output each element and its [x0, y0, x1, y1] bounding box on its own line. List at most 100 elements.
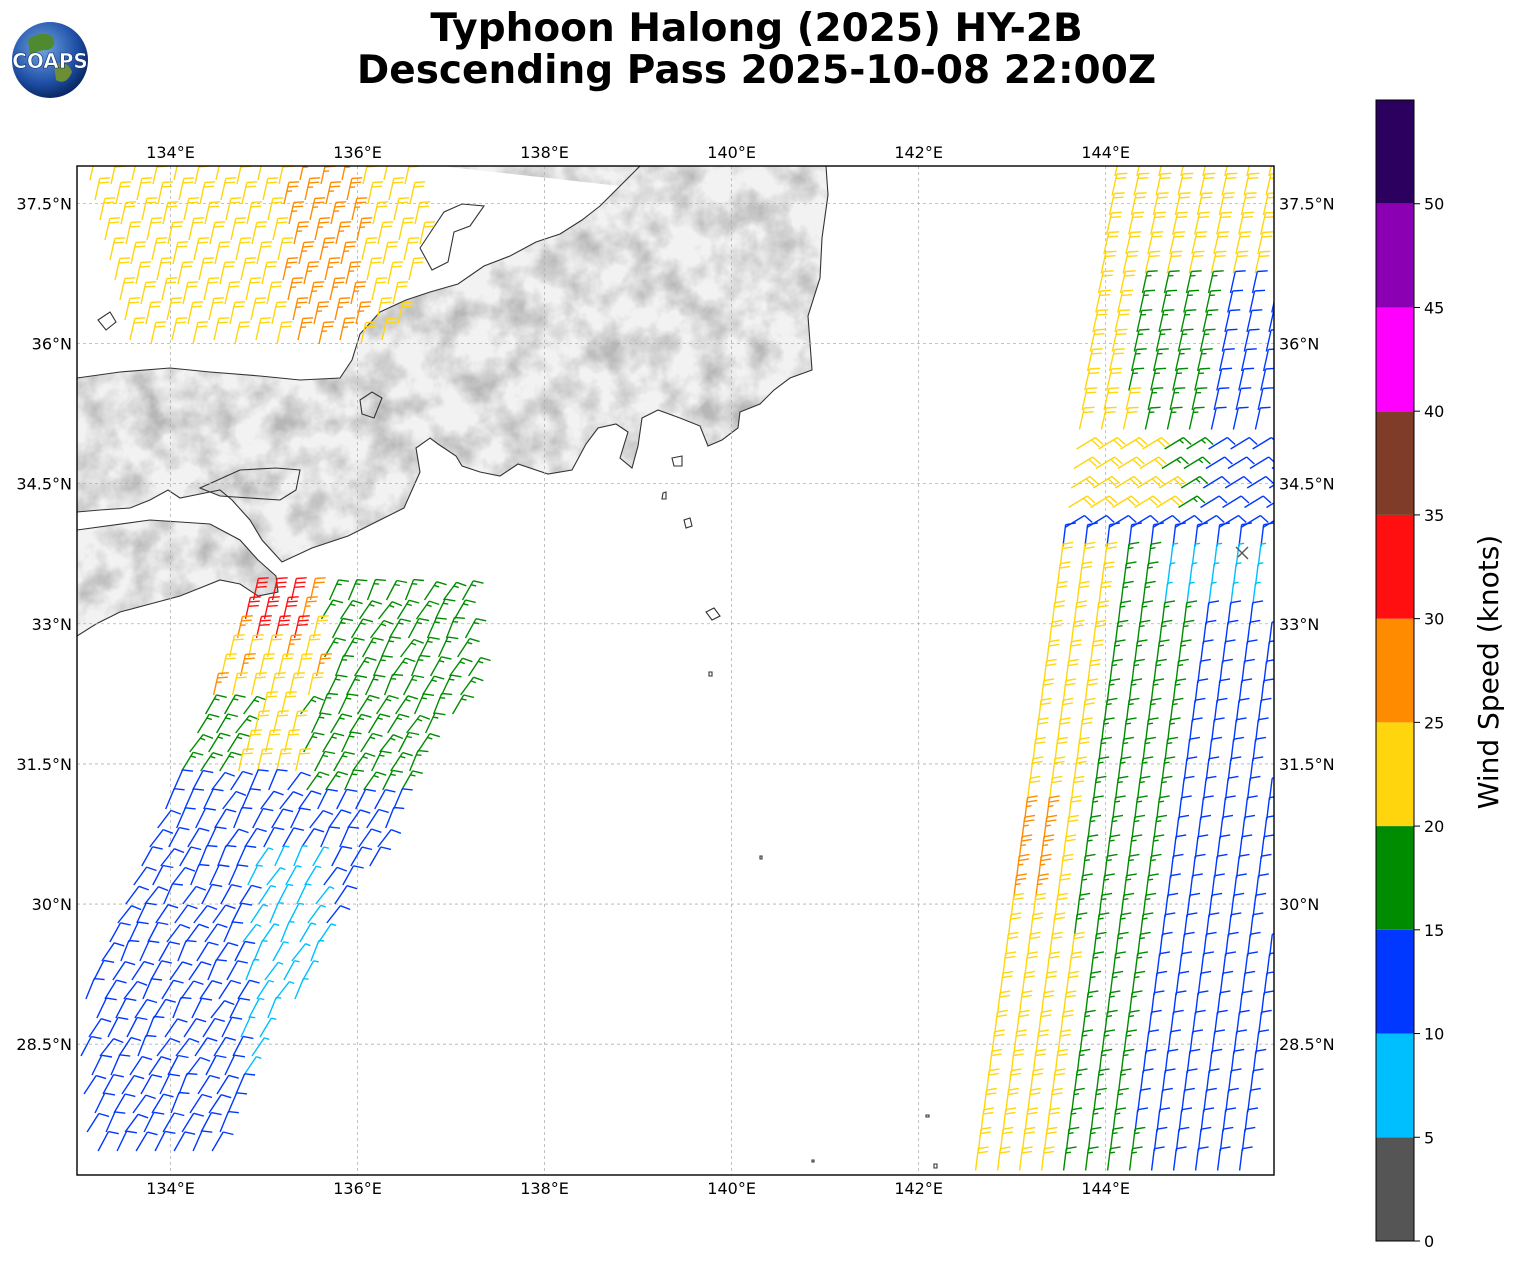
wind-barb — [364, 674, 386, 696]
wind-barb — [220, 177, 237, 201]
wind-barb — [1191, 231, 1208, 255]
wind-barb — [349, 713, 372, 734]
wind-barb — [263, 596, 280, 620]
wind-barb — [247, 634, 264, 658]
wind-barb — [1156, 951, 1171, 976]
wind-barb — [94, 1092, 116, 1114]
wind-barb — [229, 301, 246, 325]
wind-barb — [1092, 475, 1121, 489]
wind-barb — [335, 221, 352, 245]
wind-barb — [199, 181, 216, 205]
wind-barb — [1076, 1048, 1091, 1074]
wind-barb — [150, 960, 172, 981]
wind-barb — [999, 1126, 1014, 1152]
wind-barb — [1265, 640, 1274, 664]
wind-barb — [171, 866, 196, 886]
wind-barb — [1056, 561, 1071, 586]
wind-barb — [1235, 542, 1245, 567]
wind-barb — [1186, 581, 1195, 606]
wind-barb — [1194, 834, 1209, 859]
wind-barb — [1254, 406, 1271, 430]
wind-barb — [1186, 736, 1201, 762]
wind-barb — [1037, 697, 1052, 723]
wind-barb — [1227, 456, 1255, 470]
wind-barb — [1241, 814, 1256, 840]
wind-barb — [231, 902, 253, 924]
wind-barb — [1098, 580, 1112, 606]
wind-barb — [1211, 1029, 1226, 1054]
wind-barb — [1175, 970, 1190, 996]
wind-barb — [1150, 834, 1165, 859]
wind-barb — [1109, 514, 1137, 528]
wind-barb — [298, 790, 322, 810]
wind-barb — [235, 1073, 256, 1095]
wind-barb — [1227, 1068, 1242, 1093]
wind-barb — [1029, 1068, 1044, 1093]
wind-barb — [277, 883, 294, 905]
wind-barb — [1183, 912, 1198, 937]
wind-barb — [361, 637, 384, 658]
wind-barb — [1018, 1146, 1033, 1171]
wind-barb — [363, 771, 387, 791]
wind-barb — [408, 257, 425, 281]
wind-barb — [1183, 456, 1211, 470]
wind-barb — [244, 827, 267, 848]
wind-barb — [240, 257, 257, 281]
wind-barb — [161, 277, 178, 301]
wind-barb — [225, 828, 249, 848]
wind-barb — [1010, 1048, 1025, 1074]
wind-barb — [1108, 192, 1125, 216]
wind-barb — [279, 791, 304, 810]
wind-barb — [280, 920, 295, 943]
wind-barb — [1095, 756, 1110, 781]
wind-barb — [178, 1072, 198, 1095]
lat-tick-label-right: 36°N — [1279, 335, 1319, 354]
wind-barb — [168, 826, 190, 848]
wind-barb — [1186, 892, 1201, 918]
wind-barb — [257, 166, 262, 181]
wind-barb — [1144, 561, 1159, 586]
wind-barb — [1203, 931, 1217, 957]
wind-barb — [1263, 815, 1274, 840]
wind-barb — [1172, 211, 1188, 235]
wind-barb — [1164, 436, 1192, 450]
wind-barb — [1013, 1029, 1028, 1054]
wind-barb — [1249, 600, 1264, 625]
wind-barb — [1213, 542, 1223, 567]
wind-barb — [1081, 541, 1096, 567]
wind-barb — [1024, 1107, 1039, 1132]
wind-barb — [398, 731, 420, 753]
wind-barb — [1109, 970, 1124, 996]
wind-barb — [101, 942, 125, 962]
wind-barb — [1136, 619, 1151, 645]
wind-barb — [1048, 775, 1063, 801]
wind-barb — [1073, 456, 1101, 470]
wind-barb — [1249, 456, 1274, 470]
wind-barb — [423, 581, 447, 601]
wind-barb — [156, 1037, 181, 1057]
wind-barb — [1180, 619, 1195, 645]
wind-barb — [1139, 456, 1167, 470]
wind-barb — [1172, 522, 1187, 547]
wind-barb — [272, 941, 289, 962]
wind-barb — [1112, 951, 1127, 976]
wind-barb — [1241, 970, 1256, 996]
wind-barb — [1040, 990, 1055, 1015]
wind-barb — [208, 1094, 232, 1114]
wind-barb — [211, 771, 236, 791]
wind-barb — [128, 921, 149, 943]
wind-barb — [1095, 912, 1110, 937]
wind-barb — [155, 904, 179, 924]
wind-barb — [382, 241, 399, 265]
wind-barb — [1065, 970, 1080, 996]
lon-tick-label-top: 138°E — [520, 143, 569, 162]
wind-barb — [1131, 970, 1146, 996]
wind-barb — [287, 771, 311, 791]
wind-barb — [1139, 289, 1156, 313]
wind-barb — [1255, 873, 1269, 898]
wind-barb — [1037, 853, 1052, 879]
wind-barb — [1005, 931, 1019, 957]
wind-barb — [198, 257, 215, 281]
wind-barb — [1087, 1126, 1102, 1152]
lon-tick-label-top: 136°E — [333, 143, 382, 162]
